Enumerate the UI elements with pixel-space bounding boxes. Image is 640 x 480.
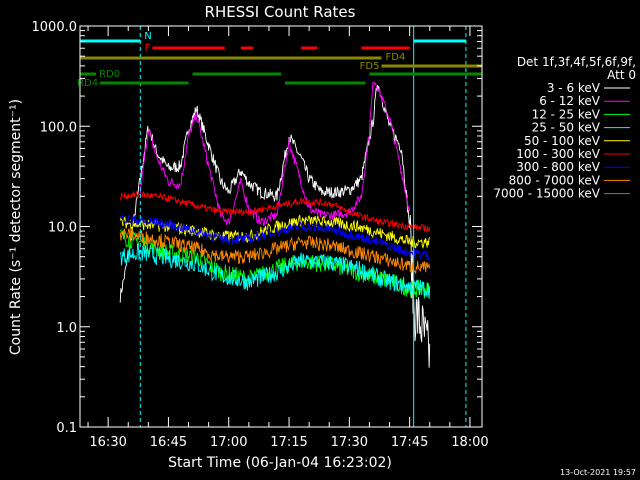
flag-label-rd4: RD4 — [77, 78, 98, 89]
legend-entry-label: 25 - 50 keV — [532, 121, 601, 135]
series-layer — [119, 81, 431, 368]
x-tick-label: 16:30 — [89, 435, 126, 450]
legend-entry-label: 800 - 7000 keV — [509, 173, 601, 187]
x-tick-label: 16:45 — [150, 435, 187, 450]
series-line — [119, 85, 431, 368]
y-axis-label: Count Rate (s⁻¹ detector segment⁻¹) — [8, 99, 24, 355]
legend-entry-label: 300 - 800 keV — [516, 160, 600, 174]
legend-entry-label: 6 - 12 keV — [539, 94, 601, 108]
y-tick-label: 1.0 — [56, 321, 77, 336]
legend-entry-label: 12 - 25 keV — [532, 107, 601, 121]
flag-label-fd5: FD5 — [360, 61, 380, 72]
axis-layer: 0.1 1.0 10.0 100.0 1000.0 16:30 16:45 17:00 17:1… — [32, 20, 489, 450]
flag-label-f: F — [145, 43, 151, 54]
y-tick-label: 10.0 — [48, 221, 77, 236]
x-tick-label: 17:45 — [391, 435, 428, 450]
x-tick-label: 18:00 — [451, 435, 488, 450]
series-line — [139, 81, 411, 227]
legend-entry-label: 50 - 100 keV — [524, 134, 601, 148]
legend-entry-label: 7000 - 15000 keV — [493, 187, 600, 201]
x-axis-label: Start Time (06-Jan-04 16:23:02) — [168, 455, 392, 471]
flag-label-rd0: RD0 — [99, 69, 120, 80]
x-tick-label: 17:00 — [210, 435, 247, 450]
series-line — [119, 190, 431, 233]
y-tick-label: 0.1 — [56, 421, 77, 436]
series-line — [119, 243, 431, 298]
chart-title: RHESSI Count Rates — [205, 3, 356, 21]
legend-title: Att 0 — [607, 68, 636, 82]
x-tick-label: 17:30 — [331, 435, 368, 450]
y-tick-label: 1000.0 — [32, 20, 78, 35]
series-line — [119, 213, 430, 262]
legend-entry-label: 100 - 300 keV — [516, 147, 600, 161]
timestamp-footer: 13-Oct-2021 19:57 — [560, 468, 636, 477]
flag-label-fd4: FD4 — [386, 52, 406, 63]
flag-label-n: N — [144, 31, 151, 42]
x-tick-label: 17:15 — [270, 435, 307, 450]
legend-title: Det 1f,3f,4f,5f,6f,9f, — [517, 55, 636, 69]
series-line — [119, 227, 431, 275]
y-tick-label: 100.0 — [40, 120, 77, 135]
legend-entry-label: 3 - 6 keV — [547, 81, 601, 95]
